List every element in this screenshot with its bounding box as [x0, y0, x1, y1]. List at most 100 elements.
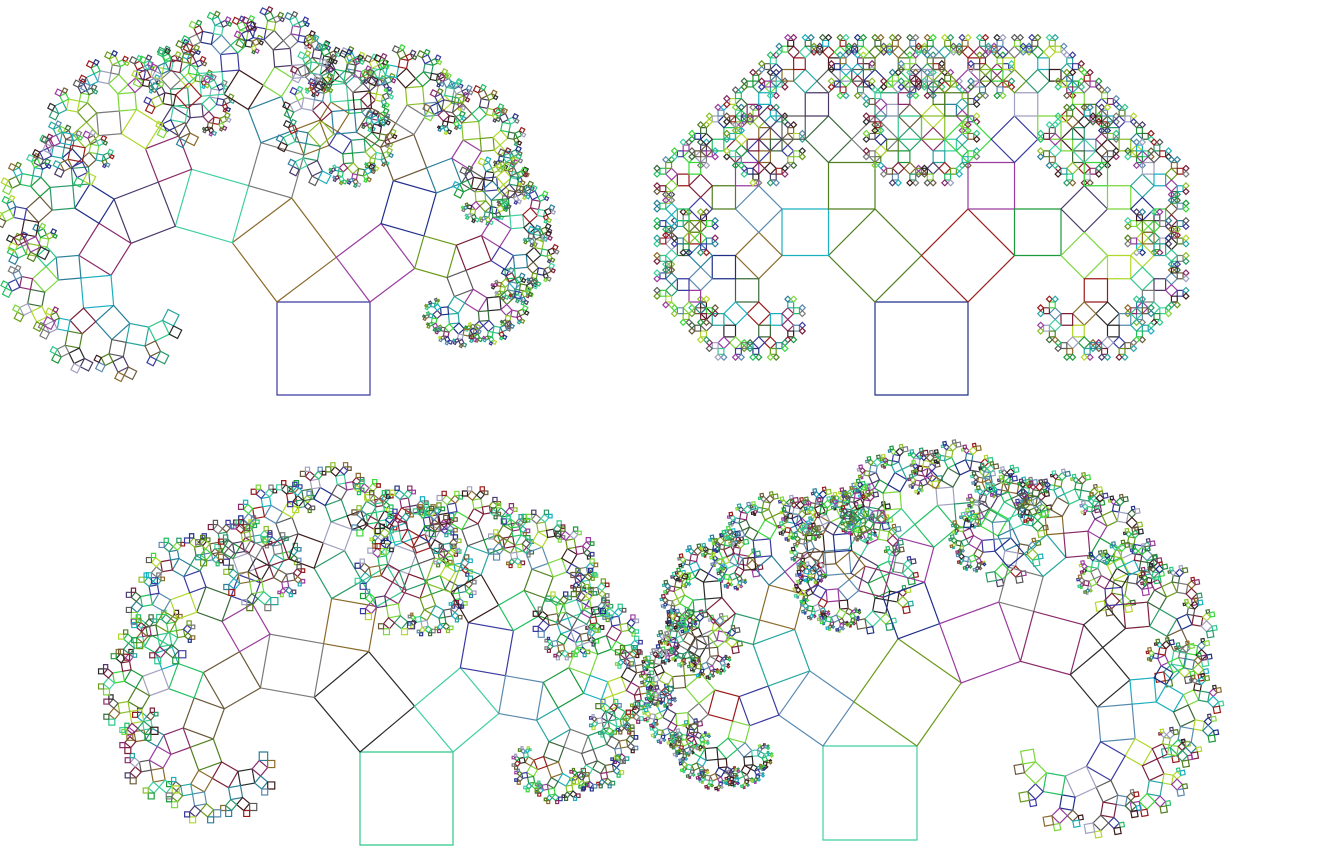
tree-square [1129, 677, 1157, 705]
tree-square [919, 477, 929, 487]
tree-square [1147, 135, 1155, 144]
tree-square [1095, 164, 1103, 173]
tree-square [504, 314, 512, 322]
tree-square [447, 115, 456, 124]
tree-square [1024, 478, 1032, 486]
tree-square [739, 584, 744, 589]
tree-square [1036, 529, 1046, 539]
tree-square [379, 523, 385, 530]
tree-square [1060, 313, 1074, 326]
tree-square [328, 169, 334, 175]
tree-square [52, 233, 58, 240]
tree-square [676, 662, 681, 667]
tree-square [354, 562, 361, 569]
tree-square [906, 33, 914, 42]
tree-square [277, 141, 289, 153]
tree-square [917, 454, 922, 459]
tree-square [686, 664, 691, 669]
tree-square [907, 477, 912, 482]
tree-square [272, 488, 278, 494]
tree-square [638, 639, 643, 645]
tree-square [561, 794, 566, 799]
tree-square [1053, 485, 1066, 499]
tree-square [470, 200, 481, 211]
tree-square [1087, 495, 1092, 500]
tree-square [136, 617, 142, 624]
tree-square [546, 217, 552, 224]
tree-square [53, 167, 65, 179]
tree-square [717, 578, 722, 583]
tree-square [553, 653, 557, 658]
tree-square [1068, 179, 1077, 187]
tree-square [653, 170, 661, 178]
tree-square [509, 161, 517, 169]
tree-square [756, 777, 762, 782]
tree-square [522, 237, 527, 242]
tree-square [281, 580, 290, 589]
tree-square [1200, 654, 1207, 662]
tree-square [387, 512, 394, 519]
tree-square [1007, 59, 1016, 68]
tree-square [445, 628, 451, 634]
tree-square [1146, 582, 1154, 589]
tree-square [452, 534, 459, 540]
tree-square [1129, 788, 1135, 794]
tree-square [674, 608, 680, 614]
tree-square [297, 51, 306, 60]
tree-square [649, 670, 655, 676]
tree-square [946, 179, 955, 187]
tree-square [308, 175, 320, 187]
tree-square [1051, 120, 1059, 129]
tree-square [437, 127, 442, 133]
tree-square [380, 52, 388, 60]
tree-square [381, 489, 388, 496]
tree-square [661, 583, 666, 588]
tree-square [117, 700, 131, 714]
tree-square [887, 590, 900, 603]
tree-square [999, 33, 1007, 42]
tree-square [847, 530, 852, 535]
tree-square [610, 757, 614, 762]
tree-square [692, 663, 697, 668]
tree-square [1207, 734, 1217, 743]
tree-square [1129, 599, 1137, 606]
tree-square [1173, 190, 1182, 199]
tree-square [737, 86, 746, 94]
tree-square [629, 661, 634, 666]
tree-square [513, 200, 519, 205]
tree-square [864, 610, 882, 628]
tree-square [738, 685, 780, 727]
tree-square [1157, 731, 1162, 736]
tree-square [868, 132, 876, 140]
tree-square [1106, 150, 1114, 158]
tree-square [385, 603, 402, 619]
tree-square [424, 625, 433, 634]
tree-square [159, 559, 174, 573]
tree-square [857, 610, 862, 615]
tree-square [438, 616, 447, 625]
tree-square [734, 626, 741, 634]
tree-square [940, 179, 949, 187]
tree-square [653, 251, 661, 260]
tree-square [279, 593, 284, 598]
tree-square [948, 442, 958, 452]
tree-square [1167, 190, 1176, 199]
tree-square [582, 653, 587, 658]
tree-square [1161, 563, 1169, 570]
tree-square [967, 97, 975, 105]
tree-square [688, 152, 696, 161]
tree-square [1, 184, 13, 196]
tree-square [1197, 690, 1211, 703]
tree-square [243, 809, 251, 818]
tree-square [1132, 161, 1141, 170]
tree-square [221, 603, 271, 653]
tree-square [659, 237, 667, 245]
tree-square [65, 98, 81, 113]
tree-square [731, 161, 740, 170]
tree-square [500, 121, 512, 133]
tree-square [1048, 39, 1056, 47]
tree-square [885, 622, 894, 632]
tree-square [671, 597, 681, 607]
tree-square [891, 161, 905, 175]
